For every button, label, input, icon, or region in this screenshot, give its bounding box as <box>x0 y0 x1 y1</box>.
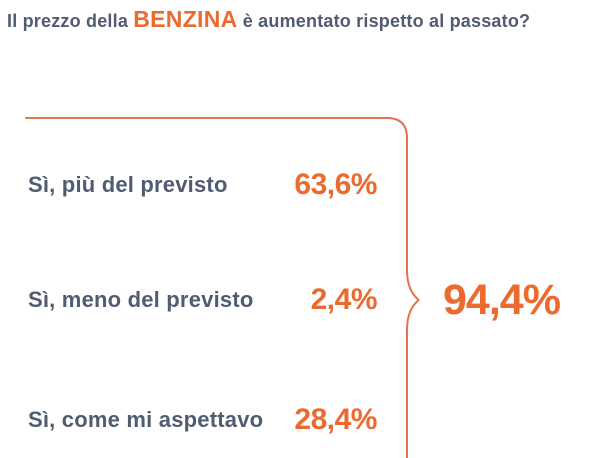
answer-value: 2,4% <box>310 283 378 316</box>
answer-row: Sì, come mi aspettavo 28,4% <box>28 401 377 439</box>
title-highlight: BENZINA <box>133 6 238 32</box>
answer-label: Sì, come mi aspettavo <box>28 407 264 432</box>
answer-label: Sì, meno del previsto <box>28 287 254 312</box>
total-value: 94,4% <box>443 276 561 324</box>
answer-row: Sì, meno del previsto 2,4% <box>28 281 378 319</box>
answer-label: Sì, più del previsto <box>28 172 228 197</box>
title-suffix: è aumentato rispetto al passato? <box>237 11 531 31</box>
page-title: Il prezzo della BENZINA è aumentato risp… <box>7 5 530 35</box>
answer-value: 28,4% <box>294 403 377 436</box>
answer-value: 63,6% <box>294 168 377 201</box>
title-prefix: Il prezzo della <box>7 11 134 31</box>
answer-row: Sì, più del previsto 63,6% <box>28 166 377 204</box>
